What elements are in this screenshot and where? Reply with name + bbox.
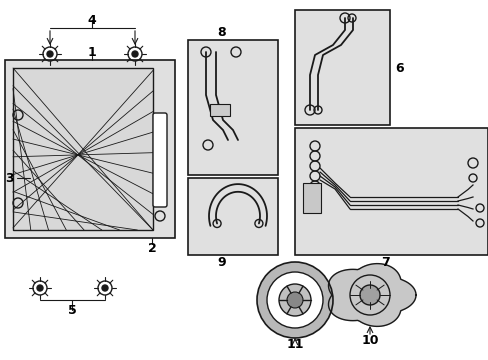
FancyBboxPatch shape bbox=[153, 113, 167, 207]
Bar bbox=[5, 60, 175, 238]
Circle shape bbox=[279, 284, 310, 316]
Bar bbox=[303, 183, 320, 213]
Text: 6: 6 bbox=[394, 62, 403, 75]
Text: 1: 1 bbox=[87, 45, 96, 58]
Text: 8: 8 bbox=[217, 27, 226, 40]
Circle shape bbox=[286, 292, 303, 308]
Text: 3: 3 bbox=[6, 171, 14, 184]
Bar bbox=[13, 68, 153, 230]
Circle shape bbox=[132, 51, 138, 57]
Circle shape bbox=[47, 51, 53, 57]
Text: 7: 7 bbox=[380, 256, 388, 269]
Circle shape bbox=[257, 262, 332, 338]
Circle shape bbox=[359, 285, 379, 305]
Bar bbox=[294, 128, 487, 255]
Text: 5: 5 bbox=[67, 303, 76, 316]
Text: 4: 4 bbox=[87, 13, 96, 27]
Bar bbox=[294, 10, 389, 125]
Polygon shape bbox=[328, 264, 415, 327]
Bar bbox=[187, 178, 278, 255]
Circle shape bbox=[37, 285, 43, 291]
Text: 10: 10 bbox=[361, 333, 378, 346]
Bar bbox=[209, 104, 229, 116]
Text: 2: 2 bbox=[147, 242, 156, 255]
Circle shape bbox=[102, 285, 108, 291]
Bar bbox=[187, 40, 278, 175]
Text: 9: 9 bbox=[217, 256, 226, 270]
Text: 11: 11 bbox=[285, 338, 303, 351]
Circle shape bbox=[266, 272, 323, 328]
